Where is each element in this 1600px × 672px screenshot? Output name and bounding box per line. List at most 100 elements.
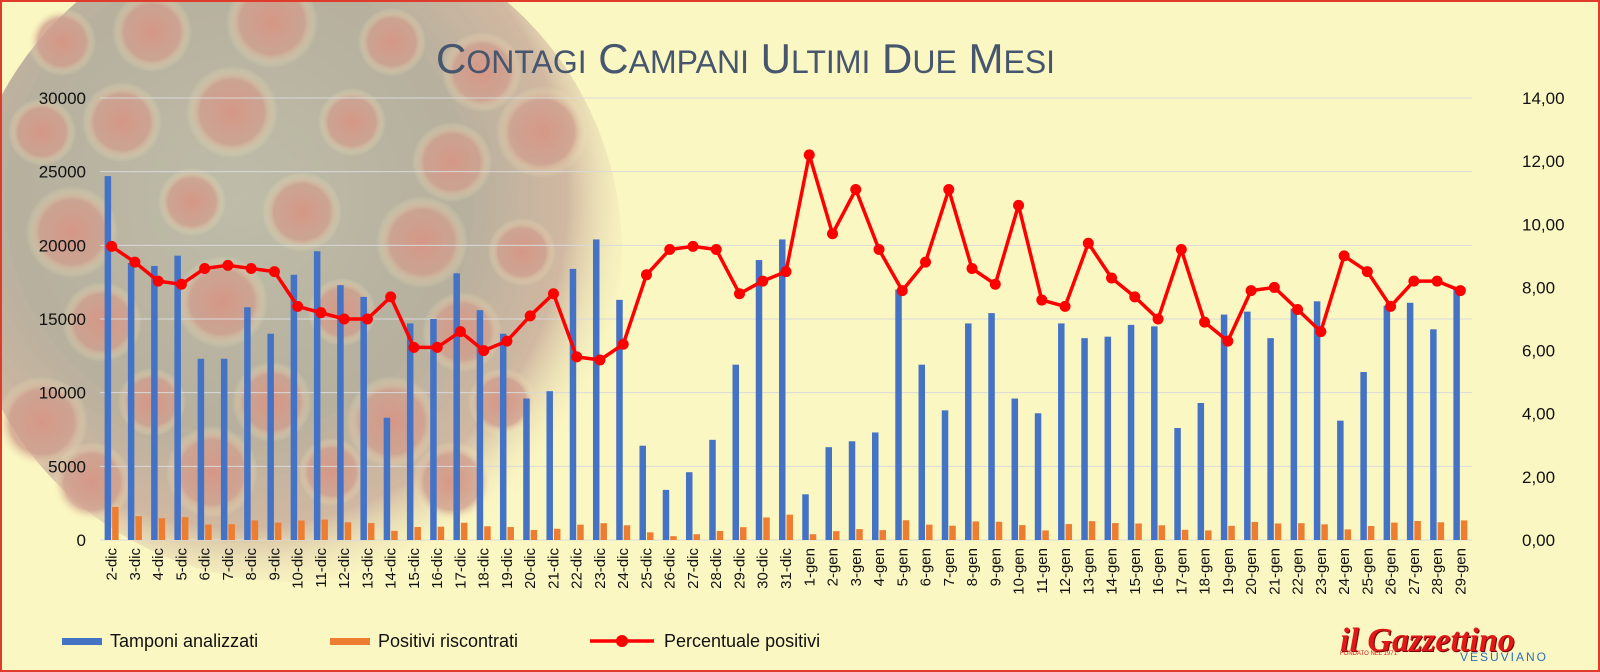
bar-tamponi (1383, 305, 1391, 540)
point-percentuale (478, 345, 490, 357)
bar-positivi (437, 526, 445, 540)
bar-positivi (1228, 525, 1235, 540)
virus-spike (318, 88, 386, 156)
bar-positivi (321, 519, 328, 540)
bar-positivi (949, 525, 956, 540)
bar-tamponi (616, 299, 623, 540)
bar-tamponi (430, 319, 437, 540)
x-tick-label: 17-gen (1173, 548, 1190, 595)
series-tamponi-analizzati (104, 176, 1460, 540)
bar-positivi (1367, 526, 1375, 540)
x-tick-label: 10-gen (1011, 548, 1028, 595)
virus-spike (112, 2, 192, 72)
bar-positivi (1414, 520, 1421, 540)
x-tick-label: 22-dic (569, 548, 586, 589)
x-tick-label: 29-dic (731, 548, 748, 589)
bar-positivi (739, 527, 747, 540)
x-tick-label: 24-gen (1336, 548, 1353, 595)
y-left-tick-label: 25000 (39, 163, 86, 182)
bar-positivi (553, 528, 561, 540)
bar-positivi (1251, 522, 1259, 540)
bar-positivi (600, 523, 607, 540)
point-percentuale (1152, 313, 1164, 325)
y-right-tick-label: 2,00 (1522, 468, 1555, 487)
point-percentuale (640, 269, 652, 281)
x-tick-label: 19-gen (1220, 548, 1237, 595)
bar-positivi (716, 531, 724, 540)
x-tick-label: 17-dic (452, 548, 469, 589)
x-tick-label: 16-gen (1150, 548, 1167, 595)
bar-positivi (274, 522, 282, 540)
bar-tamponi (709, 439, 716, 540)
point-percentuale (292, 300, 304, 312)
bar-positivi (1112, 523, 1119, 540)
virus-spike (298, 438, 366, 506)
y-right-tick-label: 10,00 (1522, 215, 1565, 234)
x-axis: 2-dic 3-dic 4-dic 5-dic 6-dic 7-dic 8-dic 9-dic… (104, 548, 1470, 595)
x-tick-label: 23-dic (592, 548, 609, 589)
x-tick-label: 12-dic (336, 548, 353, 589)
point-percentuale (1292, 304, 1304, 316)
bar-positivi (670, 536, 677, 540)
point-percentuale (571, 351, 583, 363)
bar-tamponi (1244, 311, 1251, 540)
point-percentuale (1129, 291, 1141, 303)
legend-swatch-tamponi (62, 638, 102, 645)
virus-spike (376, 196, 468, 288)
legend-swatch-positivi (330, 638, 370, 645)
x-tick-label: 28-dic (708, 548, 725, 589)
bar-tamponi (1127, 324, 1135, 540)
bar-tamponi (779, 239, 786, 540)
point-percentuale (1268, 281, 1280, 293)
bar-positivi (577, 524, 584, 540)
point-percentuale (803, 149, 815, 161)
bar-tamponi (267, 333, 274, 540)
x-tick-label: 4-dic (150, 548, 167, 581)
bar-positivi (1042, 530, 1049, 540)
gazzettino-logo: il Gazzettino FONDATO NEL 1971 VESUVIANO (1340, 622, 1570, 666)
bar-tamponi (1104, 336, 1112, 540)
x-tick-label: 14-dic (383, 548, 400, 589)
x-tick-label: 16-dic (429, 548, 446, 589)
x-tick-label: 19-dic (499, 548, 516, 589)
y-left-tick-label: 30000 (39, 89, 86, 108)
bar-positivi (460, 522, 468, 540)
bar-tamponi (127, 263, 135, 540)
virus-spike (358, 8, 426, 76)
x-tick-label: 10-dic (290, 548, 307, 589)
point-percentuale (1361, 266, 1373, 278)
bar-positivi (1019, 525, 1026, 540)
bar-tamponi (895, 289, 902, 540)
x-tick-label: 29-gen (1452, 548, 1469, 595)
point-percentuale (106, 240, 118, 252)
bar-positivi (1391, 522, 1398, 540)
point-percentuale (664, 244, 676, 256)
bar-tamponi (802, 494, 809, 540)
point-percentuale (524, 310, 536, 322)
chart-title: CONTAGI CAMPANI ULTIMI DUE MESI (436, 35, 1055, 82)
x-tick-label: 8-dic (243, 548, 260, 581)
point-percentuale (199, 262, 211, 274)
x-tick-label: 6-gen (918, 548, 935, 586)
x-tick-label: 5-gen (894, 548, 911, 586)
point-percentuale (920, 256, 932, 268)
x-tick-label: 1-gen (801, 548, 818, 586)
x-tick-label: 11-dic (313, 548, 330, 588)
bar-tamponi (1058, 323, 1065, 540)
bar-positivi (391, 530, 398, 540)
bar-tamponi (1151, 326, 1158, 540)
x-tick-label: 31-dic (778, 548, 795, 589)
point-percentuale (315, 307, 327, 319)
point-percentuale (966, 262, 978, 274)
x-tick-label: 13-dic (359, 548, 376, 589)
virus-spike (226, 2, 318, 68)
bar-tamponi (685, 472, 693, 540)
bar-tamponi (872, 432, 879, 540)
series-percentuale-positivi (106, 149, 1466, 366)
point-percentuale (245, 262, 257, 274)
bar-tamponi (825, 447, 833, 540)
bar-tamponi (1197, 402, 1205, 540)
bar-tamponi (313, 251, 321, 540)
